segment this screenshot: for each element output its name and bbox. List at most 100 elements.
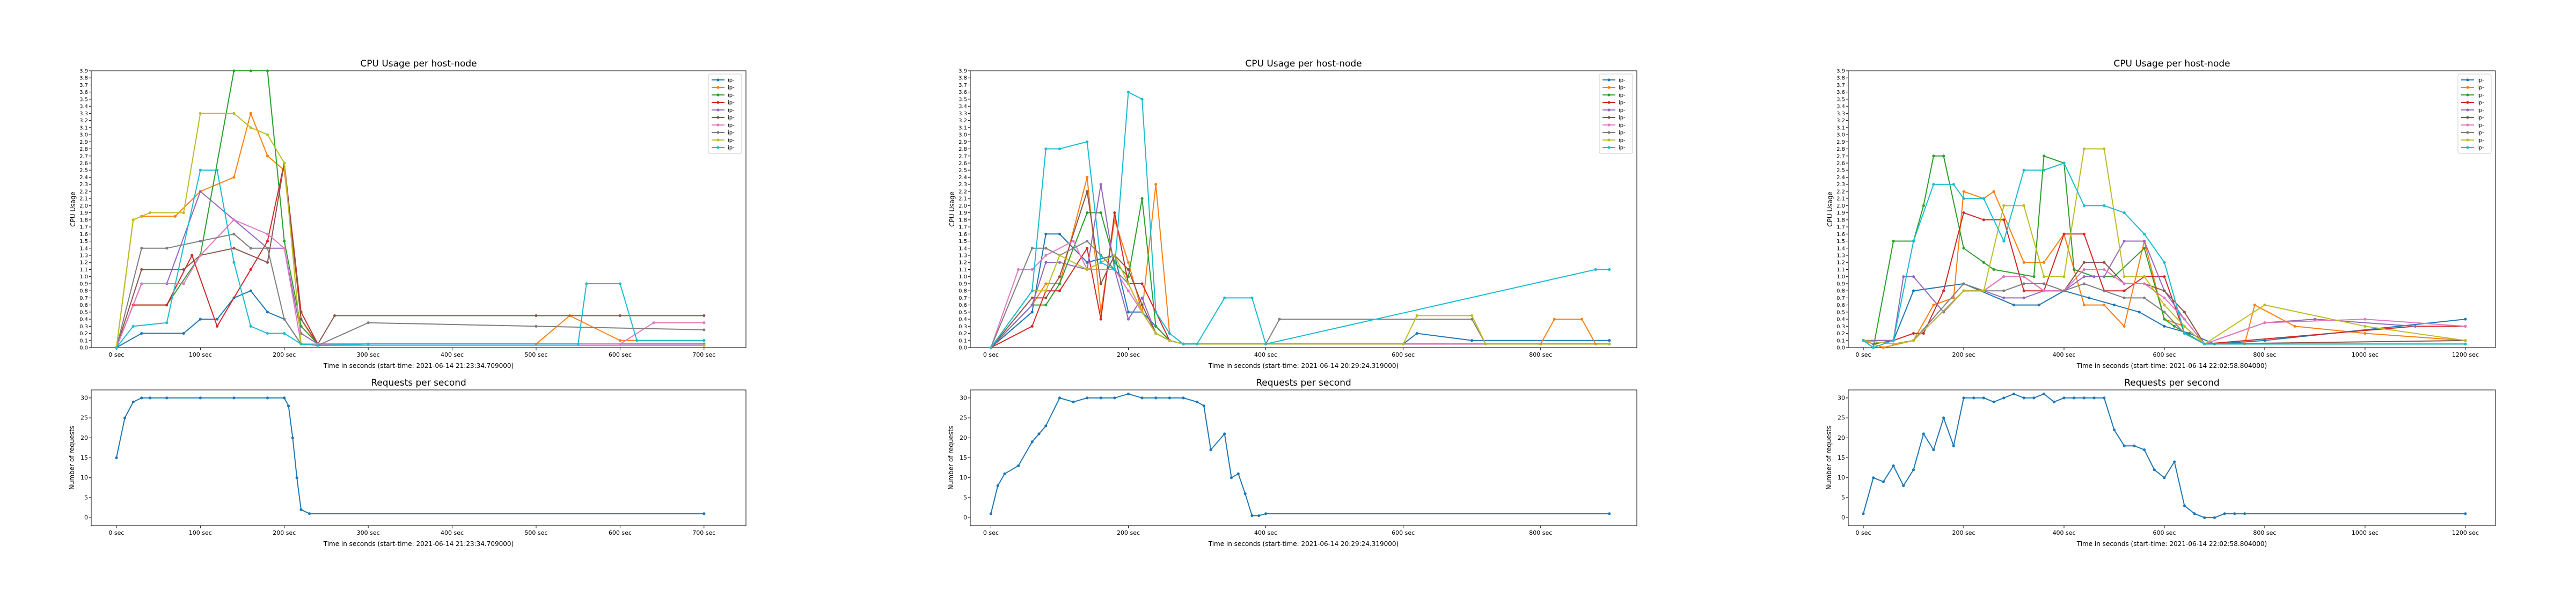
series-line — [990, 177, 1609, 348]
data-point — [199, 190, 202, 193]
data-point — [2002, 296, 2006, 299]
y-tick-label: 0.1 — [79, 338, 88, 344]
y-tick-label: 1.0 — [1836, 274, 1845, 280]
data-point — [1230, 476, 1233, 480]
x-tick-label: 300 sec — [357, 529, 380, 536]
legend-label: ip- — [2477, 138, 2484, 144]
data-point — [2223, 512, 2226, 515]
legend-label: ip- — [728, 123, 735, 129]
data-point — [131, 218, 135, 222]
data-point — [216, 318, 219, 321]
legend-marker — [716, 108, 720, 112]
data-point — [702, 512, 706, 515]
data-point — [1154, 311, 1158, 314]
data-point — [2002, 275, 2006, 278]
data-point — [2263, 304, 2266, 307]
y-tick-label: 1.9 — [958, 210, 967, 216]
legend-marker — [2466, 78, 2469, 82]
y-tick-label: 2.7 — [79, 153, 88, 159]
data-point — [1912, 468, 1915, 471]
data-point — [2073, 396, 2076, 400]
data-point — [2263, 321, 2266, 324]
data-point — [1099, 183, 1102, 186]
data-point — [2002, 396, 2006, 400]
legend-marker — [1607, 116, 1611, 119]
data-point — [1982, 218, 1986, 222]
data-point — [2123, 275, 2126, 278]
data-point — [266, 154, 269, 158]
data-point — [1202, 404, 1205, 408]
data-point — [2188, 331, 2191, 335]
data-point — [2022, 289, 2025, 292]
y-tick-label: 3.3 — [79, 111, 88, 117]
data-point — [148, 211, 152, 215]
x-tick-label: 0 sec — [108, 351, 124, 358]
y-tick-label: 2.9 — [79, 139, 88, 145]
y-tick-label: 2.0 — [958, 203, 967, 209]
legend-label: ip- — [1619, 138, 1626, 144]
data-point — [1044, 254, 1048, 257]
legend-label: ip- — [1619, 93, 1626, 99]
data-point — [266, 232, 269, 235]
data-point — [1058, 261, 1062, 264]
legend-marker — [716, 116, 720, 119]
data-point — [1017, 268, 1020, 271]
data-point — [140, 247, 143, 250]
data-point — [1982, 396, 1986, 400]
data-point — [2002, 218, 2006, 222]
y-tick-label: 2.5 — [1836, 168, 1845, 174]
y-tick-label: 1.9 — [79, 210, 88, 216]
y-tick-label: 1.2 — [958, 260, 967, 266]
y-axis-label: Number of requests — [1825, 426, 1833, 490]
y-tick-label: 30 — [1838, 394, 1845, 401]
y-tick-label: 2.1 — [1836, 196, 1845, 202]
x-tick-label: 600 sec — [1392, 351, 1415, 358]
series-line — [990, 91, 1609, 348]
legend-marker — [716, 101, 720, 104]
data-point — [2123, 239, 2126, 243]
y-tick-label: 3.8 — [1836, 76, 1845, 82]
data-point — [1044, 147, 1048, 151]
data-point — [2043, 154, 2046, 158]
y-tick-label: 10 — [80, 474, 88, 481]
y-tick-label: 0.6 — [79, 303, 88, 308]
data-point — [2123, 444, 2126, 447]
y-tick-label: 3.2 — [958, 118, 967, 124]
data-point — [2032, 396, 2036, 400]
data-point — [249, 324, 252, 328]
legend-marker — [716, 78, 720, 82]
y-tick-label: 2.3 — [958, 182, 967, 188]
data-point — [199, 112, 202, 115]
y-tick-label: 10 — [1838, 474, 1845, 481]
y-tick-label: 1.6 — [79, 232, 88, 238]
data-point — [1030, 311, 1034, 314]
data-point — [182, 331, 185, 335]
data-point — [1099, 261, 1102, 264]
data-point — [2464, 339, 2467, 342]
y-tick-label: 1.7 — [1836, 225, 1845, 231]
y-tick-label: 3.3 — [958, 111, 967, 117]
data-point — [299, 318, 303, 321]
data-point — [1962, 211, 1965, 215]
data-point — [232, 247, 236, 250]
legend-marker — [1607, 86, 1611, 89]
data-point — [1932, 154, 1935, 158]
data-point — [1882, 346, 1885, 349]
y-tick-label: 15 — [1838, 454, 1845, 461]
legend-label: ip- — [2477, 123, 2484, 129]
data-point — [2032, 275, 2036, 278]
data-point — [1168, 339, 1171, 342]
data-point — [1126, 289, 1130, 292]
x-tick-label: 400 sec — [1254, 529, 1277, 536]
data-point — [1044, 232, 1048, 235]
chart-title: CPU Usage per host-node — [2113, 58, 2230, 69]
data-point — [295, 476, 298, 480]
data-point — [1182, 342, 1185, 345]
data-point — [191, 254, 194, 257]
legend-marker — [716, 146, 720, 149]
legend-label: ip- — [2477, 108, 2484, 114]
data-point — [2233, 512, 2236, 515]
data-point — [1250, 296, 1254, 299]
y-tick-label: 0.0 — [958, 345, 967, 351]
y-tick-label: 3.7 — [1836, 83, 1845, 88]
